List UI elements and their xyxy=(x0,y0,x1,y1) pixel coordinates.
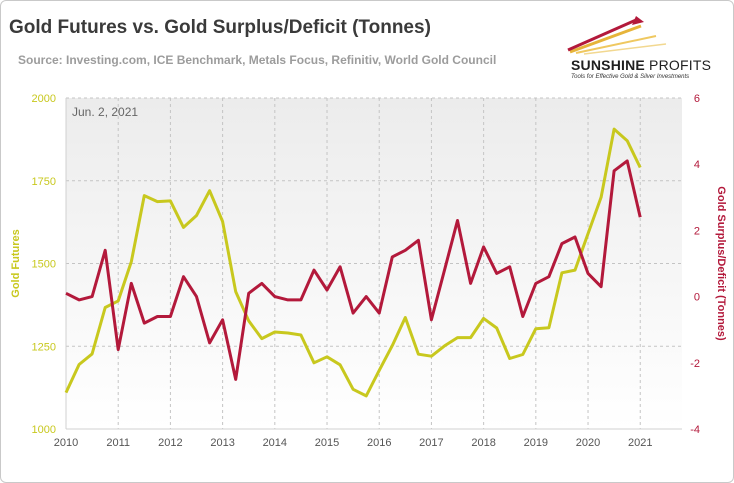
gridlines xyxy=(65,97,682,430)
left-tick-label: 1750 xyxy=(32,176,56,188)
x-tick-label: 2010 xyxy=(54,437,78,449)
right-tick-label: 2 xyxy=(694,225,700,237)
right-tick-label: 4 xyxy=(694,159,700,171)
series-lines xyxy=(64,127,642,398)
x-axis-ticks: 2010 2011 2012 2013 2014 2015 2016 2017 2018 2019… xyxy=(54,437,653,449)
logo-arrow-icon xyxy=(567,16,667,55)
chart-title: Gold Futures vs. Gold Surplus/Deficit (T… xyxy=(9,17,431,38)
date-annotation: Jun. 2, 2021 xyxy=(72,105,138,119)
right-tick-label: 0 xyxy=(694,292,700,304)
chart-source: Source: Investing.com, ICE Benchmark, Me… xyxy=(18,53,497,67)
x-tick-label: 2018 xyxy=(471,437,495,449)
left-tick-label: 1500 xyxy=(32,259,56,271)
x-tick-label: 2014 xyxy=(263,437,287,449)
x-tick-label: 2012 xyxy=(158,437,182,449)
x-tick-label: 2015 xyxy=(315,437,339,449)
left-axis-ticks: 1000 1250 1500 1750 2000 xyxy=(32,93,56,436)
right-tick-label: 6 xyxy=(694,93,700,105)
right-tick-label: -4 xyxy=(690,424,700,436)
sunshine-profits-logo: SUNSHINE PROFITS Tools for Effective Gol… xyxy=(566,16,716,82)
x-tick-label: 2020 xyxy=(576,437,600,449)
left-axis-label: Gold Futures xyxy=(10,229,22,297)
x-tick-label: 2017 xyxy=(419,437,443,449)
x-tick-label: 2013 xyxy=(210,437,234,449)
right-tick-label: -2 xyxy=(690,358,700,370)
right-axis-label: Gold Surplus/Deficit (Tonnes) xyxy=(715,186,727,341)
gold-futures-line xyxy=(64,127,642,398)
left-tick-label: 1000 xyxy=(32,424,56,436)
surplus-deficit-line xyxy=(65,159,642,381)
right-axis-ticks: -4 -2 0 2 4 6 xyxy=(690,93,700,436)
x-tick-label: 2021 xyxy=(628,437,652,449)
logo-tagline: Tools for Effective Gold & Silver Invest… xyxy=(571,74,690,80)
x-tick-label: 2011 xyxy=(106,437,130,449)
x-tick-label: 2019 xyxy=(524,437,548,449)
logo-name: SUNSHINE PROFITS xyxy=(571,57,712,73)
left-tick-label: 2000 xyxy=(32,93,56,105)
left-tick-label: 1250 xyxy=(32,341,56,353)
x-tick-label: 2016 xyxy=(367,437,391,449)
